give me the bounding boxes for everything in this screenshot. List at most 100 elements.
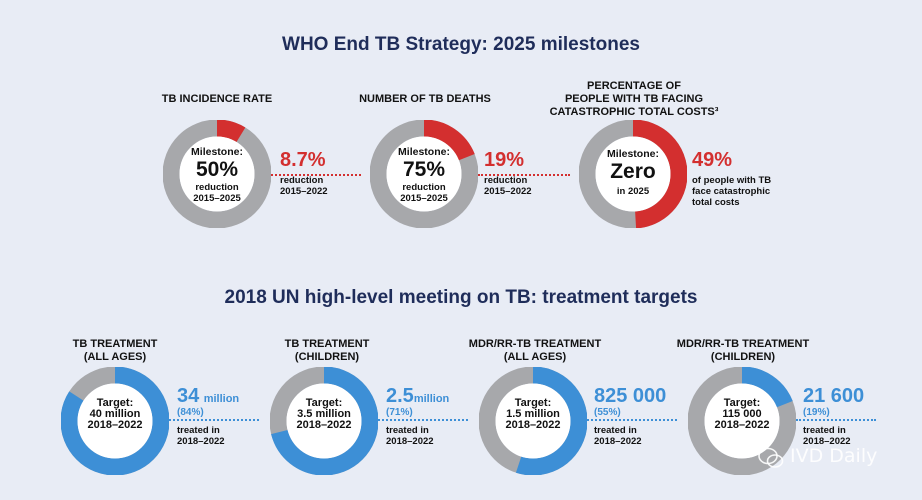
wechat-icon bbox=[758, 447, 784, 468]
dotted-connector bbox=[271, 174, 361, 176]
milestone-label-text: PERCENTAGE OF bbox=[587, 80, 681, 92]
target-label-text: TB TREATMENT bbox=[72, 338, 158, 350]
ring-value-arc bbox=[370, 120, 478, 228]
milestone-stat-incidence: 8.7% reduction 2015–2022 bbox=[280, 149, 328, 197]
target-label-text: (ALL AGES) bbox=[83, 351, 147, 363]
milestone-ring-costs bbox=[579, 120, 687, 228]
inner-period: 2018–2022 bbox=[296, 419, 352, 431]
milestone-ring-deaths bbox=[370, 120, 478, 228]
inner-value: 50% bbox=[195, 158, 239, 181]
ring-center bbox=[595, 136, 671, 212]
ring-center bbox=[495, 383, 571, 459]
milestone-stat-costs: 49% of people with TB face catastrophic … bbox=[692, 149, 771, 208]
inner-value: 40 million bbox=[89, 408, 141, 420]
target-ring-children bbox=[270, 367, 378, 475]
inner-label: Target: bbox=[723, 397, 761, 409]
milestone-label-text: NUMBER OF TB DEATHS bbox=[359, 93, 491, 105]
ring-value-arc bbox=[479, 367, 587, 475]
stat-value: 825 000 bbox=[594, 385, 667, 407]
stat-percent: (71%) bbox=[386, 407, 413, 418]
ring-center bbox=[286, 383, 362, 459]
inner-label: Target: bbox=[305, 397, 343, 409]
stat-note: treated in bbox=[386, 425, 429, 436]
watermark-text: IVD Daily bbox=[790, 445, 878, 467]
ring-center bbox=[179, 136, 255, 212]
stat-note: of people with TB bbox=[692, 175, 772, 186]
stat-unit: million bbox=[413, 393, 450, 405]
ring-value-arc bbox=[270, 367, 378, 475]
inner-value: 1.5 million bbox=[506, 408, 560, 420]
stat-period: 2015–2022 bbox=[484, 186, 532, 197]
stat-period: 2018–2022 bbox=[386, 436, 434, 447]
inner-label: Milestone: bbox=[607, 148, 659, 160]
target-stat-mdr-children: 21 600 (19%) treated in 2018–2022 bbox=[803, 385, 864, 447]
milestone-label-text: CATASTROPHIC TOTAL COSTS³ bbox=[549, 106, 719, 118]
inner-period: 2018–2022 bbox=[714, 419, 770, 431]
inner-note: reduction bbox=[402, 182, 446, 193]
target-label-all-ages: TB TREATMENT (ALL AGES) bbox=[50, 338, 180, 364]
stat-note: reduction bbox=[280, 175, 324, 186]
target-label-text: MDR/RR-TB TREATMENT bbox=[468, 338, 602, 350]
milestone-inner-costs: Milestone: Zero in 2025 bbox=[579, 148, 687, 197]
stat-note: treated in bbox=[594, 425, 637, 436]
inner-note: reduction bbox=[195, 182, 239, 193]
stat-period: 2018–2022 bbox=[177, 436, 225, 447]
target-inner-all-ages: Target: 40 million 2018–2022 bbox=[61, 398, 169, 431]
inner-period: 2018–2022 bbox=[87, 419, 143, 431]
stat-percent: (55%) bbox=[594, 407, 621, 418]
stat-value: 19% bbox=[484, 149, 525, 171]
target-label-text: (CHILDREN) bbox=[294, 351, 360, 363]
stat-value: 21 600 bbox=[803, 385, 865, 407]
inner-value: Zero bbox=[610, 160, 656, 183]
target-label-text: MDR/RR-TB TREATMENT bbox=[676, 338, 810, 350]
stat-percent: (19%) bbox=[803, 407, 830, 418]
stat-value: 2.5 bbox=[386, 385, 414, 407]
dotted-connector bbox=[169, 419, 259, 421]
dotted-connector bbox=[478, 174, 570, 176]
target-label-text: (CHILDREN) bbox=[710, 351, 776, 363]
inner-label: Target: bbox=[96, 397, 134, 409]
milestone-inner-incidence: Milestone: 50% reduction 2015–2025 bbox=[163, 146, 271, 204]
stat-period: 2015–2022 bbox=[280, 186, 328, 197]
bottom-title: 2018 UN high-level meeting on TB: treatm… bbox=[224, 287, 698, 308]
ring-value-arc bbox=[163, 120, 271, 228]
stat-note: treated in bbox=[177, 425, 220, 436]
target-label-text: (ALL AGES) bbox=[503, 351, 567, 363]
inner-period: 2015–2025 bbox=[193, 193, 241, 204]
top-title: WHO End TB Strategy: 2025 milestones bbox=[282, 34, 640, 55]
milestone-inner-deaths: Milestone: 75% reduction 2015–2025 bbox=[370, 146, 478, 204]
target-inner-mdr-children: Target: 115 000 2018–2022 bbox=[688, 398, 796, 431]
inner-label: Milestone: bbox=[398, 146, 450, 158]
target-ring-all-ages bbox=[61, 367, 169, 475]
milestone-stat-deaths: 19% reduction 2015–2022 bbox=[484, 149, 532, 197]
target-label-mdr-all-ages: MDR/RR-TB TREATMENT (ALL AGES) bbox=[460, 338, 610, 364]
target-ring-mdr-all-ages bbox=[479, 367, 587, 475]
milestone-label-deaths: NUMBER OF TB DEATHS bbox=[345, 93, 505, 106]
inner-value: 3.5 million bbox=[297, 408, 351, 420]
ring-value-arc bbox=[688, 367, 796, 475]
ring-center bbox=[704, 383, 780, 459]
stat-period: 2018–2022 bbox=[803, 436, 851, 447]
target-stat-mdr-all-ages: 825 000 (55%) treated in 2018–2022 bbox=[594, 385, 666, 447]
inner-label: Target: bbox=[514, 397, 552, 409]
dotted-connector bbox=[378, 419, 468, 421]
stat-note: total costs bbox=[692, 197, 740, 208]
inner-period: 2015–2025 bbox=[400, 193, 448, 204]
target-inner-mdr-all-ages: Target: 1.5 million 2018–2022 bbox=[479, 398, 587, 431]
stat-unit: million bbox=[203, 393, 240, 405]
stat-note: face catastrophic bbox=[692, 186, 771, 197]
inner-period: 2018–2022 bbox=[505, 419, 561, 431]
milestone-label-text: PEOPLE WITH TB FACING bbox=[564, 93, 704, 105]
stat-percent: (84%) bbox=[177, 407, 204, 418]
dotted-connector bbox=[587, 419, 677, 421]
milestone-label-costs: PERCENTAGE OF PEOPLE WITH TB FACING CATA… bbox=[549, 80, 719, 119]
stat-note: reduction bbox=[484, 175, 528, 186]
target-ring-mdr-children bbox=[688, 367, 796, 475]
inner-note: in 2025 bbox=[616, 186, 650, 197]
stat-period: 2018–2022 bbox=[594, 436, 642, 447]
milestone-label-text: TB INCIDENCE RATE bbox=[161, 93, 273, 105]
target-stat-children: 2.5million (71%) treated in 2018–2022 bbox=[386, 385, 449, 447]
milestone-ring-incidence bbox=[163, 120, 271, 228]
target-inner-children: Target: 3.5 million 2018–2022 bbox=[270, 398, 378, 431]
stat-note: treated in bbox=[803, 425, 846, 436]
